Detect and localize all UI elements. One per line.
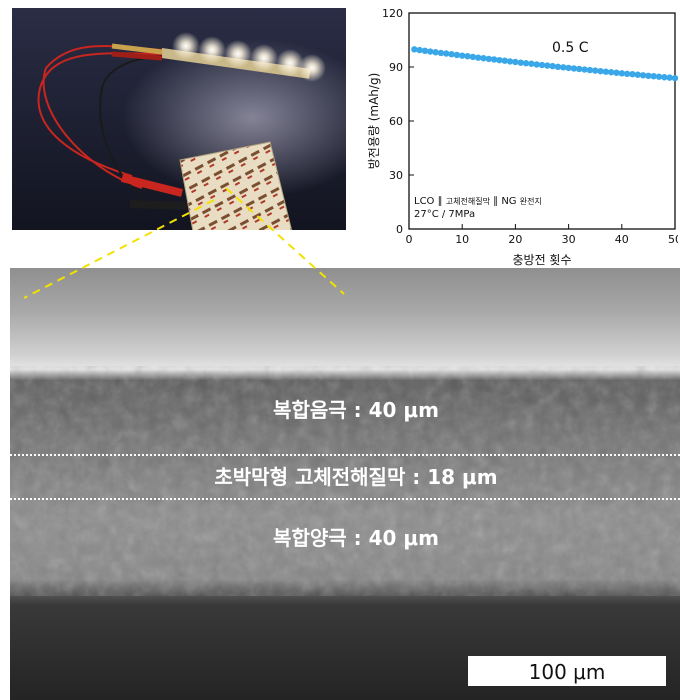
data-point <box>629 71 636 78</box>
data-point <box>544 62 551 69</box>
data-point <box>538 61 546 69</box>
data-point <box>421 47 429 54</box>
data-point <box>576 65 583 73</box>
data-point <box>607 69 615 76</box>
data-point <box>464 53 471 60</box>
data-point <box>432 49 439 56</box>
data-point <box>501 57 508 64</box>
data-point <box>666 74 673 81</box>
data-point <box>661 74 668 81</box>
y-tick-label: 30 <box>389 169 403 182</box>
data-point <box>437 49 445 57</box>
data-point <box>416 46 423 54</box>
x-tick-label: 0 <box>406 233 413 246</box>
data-point <box>459 52 466 59</box>
data-point <box>469 53 477 61</box>
data-point <box>671 74 678 82</box>
data-point <box>618 70 625 77</box>
data-point <box>506 58 514 65</box>
x-tick-label: 40 <box>615 233 629 246</box>
data-point <box>560 64 567 71</box>
data-point <box>565 64 572 72</box>
data-point <box>570 65 578 72</box>
label-cathode: 복합양극 : 40 μm <box>273 526 439 550</box>
discharge-capacity-chart: 0 30 60 90 120 0 10 20 30 40 50 0.5 C LCO ∥ 고체전해질… <box>367 7 678 267</box>
data-point <box>522 60 530 67</box>
led-strip <box>160 32 326 82</box>
data-point <box>602 68 610 75</box>
data-point <box>586 66 594 74</box>
sem-cross-section: 복합음극 : 40 μm 초박막형 고체전해질막 : 18 μm 복합양극 : … <box>10 268 680 700</box>
data-point <box>645 72 652 80</box>
data-point <box>480 54 487 62</box>
scale-bar: 100 μm <box>468 656 666 686</box>
scale-bar-label: 100 μm <box>529 660 606 684</box>
data-point <box>634 71 641 78</box>
chart-title: 0.5 C <box>552 40 589 56</box>
data-point <box>496 56 503 64</box>
data-point <box>485 55 492 63</box>
data-point <box>549 62 556 70</box>
data-point <box>613 69 620 76</box>
x-axis-ticks: 0 10 20 30 40 50 <box>406 224 678 246</box>
y-tick-label: 60 <box>389 115 403 128</box>
data-point <box>655 73 663 80</box>
y-tick-label: 0 <box>396 223 403 236</box>
label-electrolyte: 초박막형 고체전해질막 : 18 μm <box>214 465 497 489</box>
data-point <box>448 51 455 58</box>
x-tick-label: 50 <box>668 233 678 246</box>
data-point <box>490 56 498 63</box>
annotation-line-2: 27°C / 7MPa <box>414 209 475 220</box>
data-point <box>443 50 450 57</box>
data-point <box>639 72 647 79</box>
x-tick-label: 20 <box>508 233 522 246</box>
led-demo-photo <box>12 8 346 230</box>
data-point <box>453 51 461 59</box>
data-point <box>427 48 434 55</box>
data-point <box>597 67 604 75</box>
data-point <box>512 58 519 66</box>
label-anode: 복합음극 : 40 μm <box>273 398 439 422</box>
data-series <box>411 46 678 82</box>
x-axis-label: 충방전 횟수 <box>512 253 571 267</box>
annotation-line-1: LCO ∥ 고체전해질막 ∥ NG 완전지 <box>414 196 542 207</box>
data-point <box>517 59 524 66</box>
y-tick-label: 120 <box>382 7 403 20</box>
data-point <box>554 63 562 71</box>
data-point <box>474 54 482 61</box>
x-tick-label: 10 <box>455 233 469 246</box>
data-point <box>581 66 588 73</box>
data-point <box>592 67 599 74</box>
x-tick-label: 30 <box>562 233 576 246</box>
y-tick-label: 90 <box>389 61 403 74</box>
data-point <box>623 70 631 78</box>
data-point <box>528 60 535 67</box>
data-point <box>411 46 418 53</box>
y-axis-ticks: 0 30 60 90 120 <box>382 7 414 236</box>
data-point <box>650 72 657 80</box>
y-axis-label: 방전용량 (mAh/g) <box>367 73 381 170</box>
data-point <box>533 61 540 68</box>
sem-texture <box>10 366 680 596</box>
